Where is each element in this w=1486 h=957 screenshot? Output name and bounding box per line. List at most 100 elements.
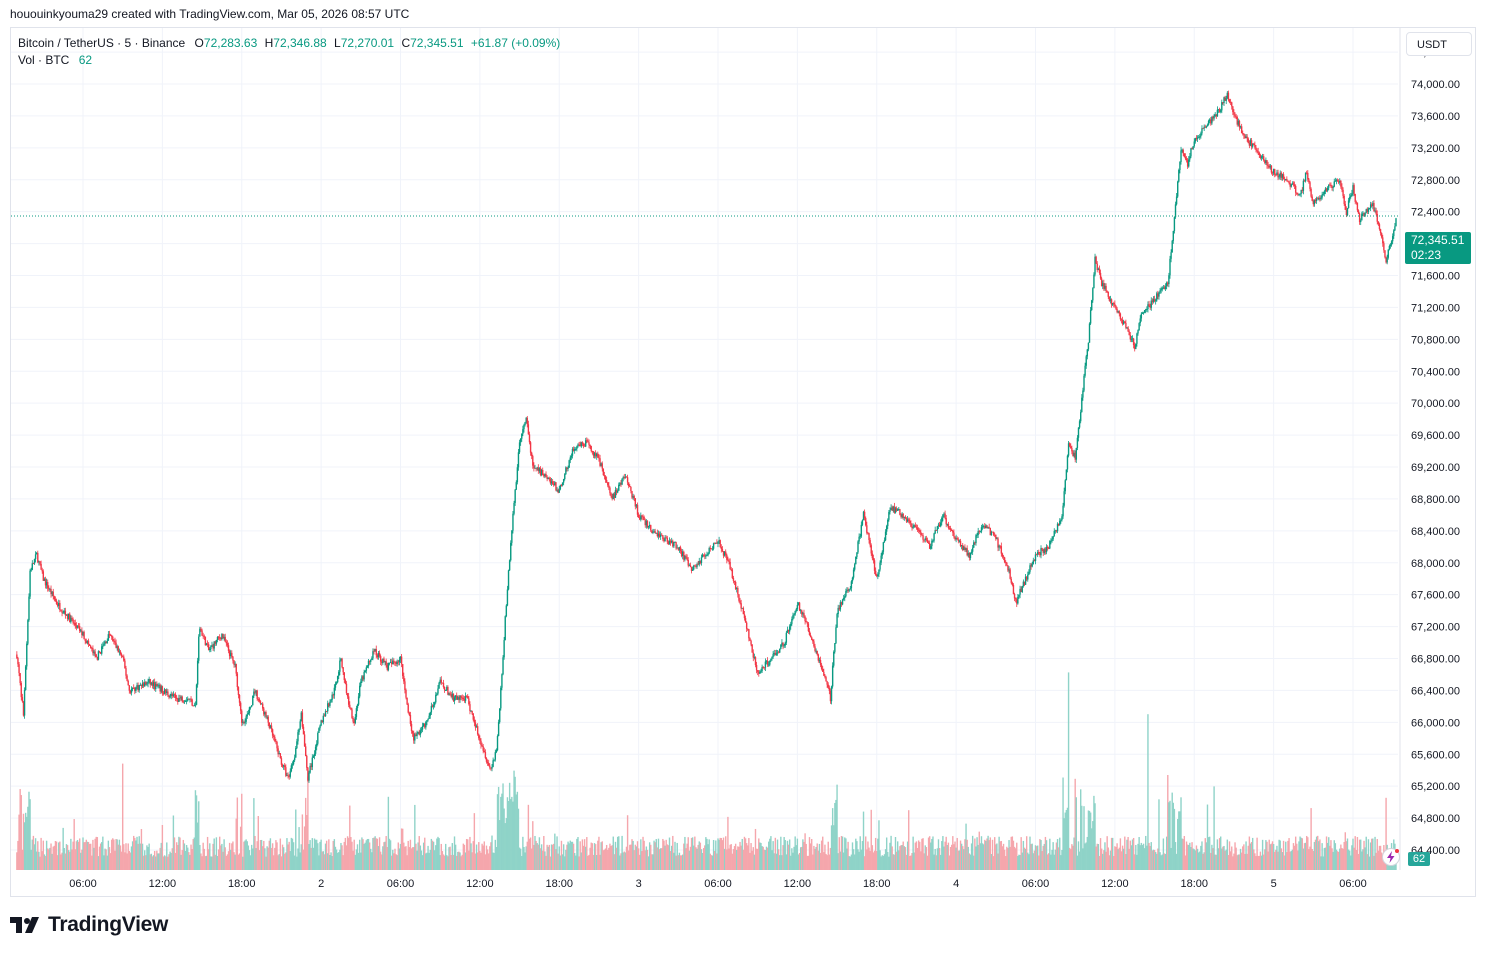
- candle-body: [650, 525, 652, 531]
- volume-bar: [793, 846, 795, 870]
- y-tick-label: 66,800.00: [1411, 654, 1460, 666]
- volume-bar: [836, 784, 838, 870]
- candle-body: [1190, 148, 1192, 157]
- volume-bar: [884, 849, 887, 870]
- candle-body: [476, 726, 479, 735]
- candle-body: [1319, 198, 1321, 200]
- volume-bar: [1380, 852, 1383, 870]
- candle-body: [1067, 443, 1070, 456]
- candle-body: [1064, 480, 1066, 492]
- candle-body: [826, 681, 828, 685]
- candle-body: [868, 533, 870, 541]
- candle-body: [1339, 180, 1341, 183]
- volume-bar: [193, 837, 196, 870]
- candle-body: [1285, 178, 1287, 180]
- legend-symbol[interactable]: Bitcoin / TetherUS · 5 · Binance: [18, 36, 186, 50]
- volume-bar: [1334, 843, 1337, 870]
- volume-bar: [1225, 849, 1227, 870]
- candle-body: [155, 684, 157, 690]
- volume-bar: [889, 842, 891, 870]
- volume-bar: [862, 811, 865, 870]
- volume-bar: [210, 856, 212, 870]
- candle-body: [878, 569, 880, 575]
- volume-bar: [1323, 848, 1326, 870]
- currency-selector[interactable]: USDT: [1406, 32, 1472, 56]
- candle-body: [1213, 115, 1215, 119]
- volume-bar: [411, 847, 414, 870]
- volume-bar: [619, 855, 621, 870]
- candle-body: [39, 561, 41, 564]
- candle-body: [356, 704, 359, 709]
- candle-body: [459, 695, 461, 700]
- volume-bar: [289, 851, 291, 870]
- volume-bar: [198, 801, 200, 870]
- candle-body: [782, 642, 784, 646]
- candle-body: [527, 424, 530, 435]
- volume-bars: [16, 672, 1397, 870]
- candle-body: [44, 579, 47, 586]
- candle-body: [1184, 156, 1187, 159]
- candle-body: [687, 559, 689, 566]
- volume-bar: [579, 841, 581, 870]
- volume-bar: [461, 854, 463, 870]
- candle-body: [794, 611, 796, 615]
- legend-volume-label[interactable]: Vol · BTC: [18, 53, 70, 67]
- volume-bar: [327, 853, 329, 870]
- y-tick-label: 71,200.00: [1411, 302, 1460, 314]
- candle-body: [192, 705, 194, 707]
- volume-bar: [537, 844, 540, 870]
- candle-body: [1244, 135, 1246, 139]
- volume-bar: [1054, 849, 1057, 870]
- candle-body: [1318, 198, 1320, 200]
- candle-body: [822, 668, 824, 672]
- volume-bar: [199, 844, 201, 870]
- candle-body: [261, 703, 264, 709]
- volume-bar: [576, 838, 578, 870]
- candle-body: [1314, 199, 1317, 202]
- candle-body: [442, 682, 445, 688]
- candle-body: [304, 746, 307, 756]
- volume-bar: [981, 843, 984, 870]
- volume-bar: [407, 840, 409, 870]
- tradingview-logo[interactable]: TradingView: [10, 913, 168, 937]
- candle-body: [214, 641, 216, 644]
- flash-icon[interactable]: [1382, 848, 1400, 866]
- candle-body: [418, 731, 420, 735]
- candle-body: [543, 475, 545, 477]
- candle-body: [773, 653, 775, 655]
- volume-bar: [1172, 802, 1175, 870]
- volume-bar: [776, 839, 779, 870]
- volume-bar: [559, 855, 562, 870]
- volume-bar: [895, 851, 898, 870]
- volume-bar: [226, 854, 229, 870]
- volume-bar: [1034, 845, 1037, 870]
- volume-bar: [346, 836, 349, 870]
- candle-body: [906, 519, 909, 522]
- candle-body: [737, 587, 739, 595]
- candle-body: [745, 622, 748, 629]
- volume-bar: [822, 836, 824, 870]
- volume-bar: [729, 844, 731, 870]
- candle-body: [499, 708, 501, 723]
- volume-bar: [831, 808, 834, 870]
- volume-bar: [1032, 853, 1034, 870]
- candle-body: [960, 545, 963, 547]
- volume-bar: [982, 844, 985, 870]
- candle-body: [1106, 290, 1108, 292]
- candle-body: [791, 618, 793, 624]
- candle-body: [547, 478, 549, 479]
- volume-bar: [978, 831, 980, 870]
- volume-bar: [607, 849, 609, 870]
- candle-body: [201, 630, 203, 636]
- volume-bar: [1282, 840, 1285, 870]
- candle-body: [282, 765, 285, 767]
- x-tick-label: 12:00: [149, 878, 177, 890]
- candle-body: [797, 602, 800, 605]
- volume-bar: [1325, 836, 1328, 870]
- volume-bar: [790, 855, 792, 870]
- candle-body: [1116, 308, 1118, 313]
- volume-bar: [365, 840, 368, 870]
- volume-bar: [1048, 853, 1050, 870]
- volume-bar: [214, 854, 216, 870]
